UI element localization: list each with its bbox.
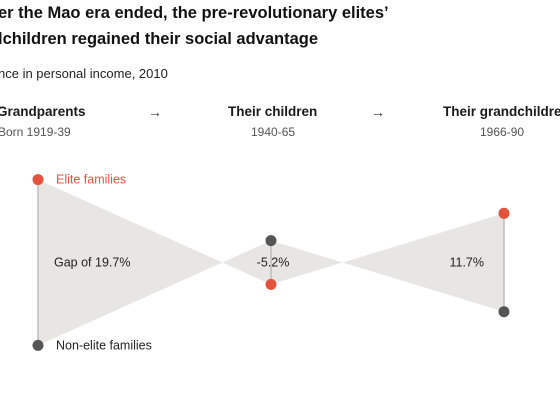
chart-title-line-1: er the Mao era ended, the pre-revolution… [0,4,389,22]
elite-dot-0 [32,174,44,186]
column-label-their-grandchildren: Their grandchildren [443,104,560,119]
column-sublabel-their-children: 1940-65 [251,125,296,139]
gap-label-1: -5.2% [257,256,290,270]
column-sublabel-grandparents: Born 1919-39 [0,125,71,139]
chart-subtitle: nce in personal income, 2010 [0,66,168,81]
column-label-grandparents: Grandparents [0,104,86,119]
column-label-their-children: Their children [228,104,318,119]
gap-band-1 [271,213,504,312]
non-elite-dot-2 [498,306,510,318]
non-elite-families-label: Non-elite families [56,338,152,352]
gap-band-0 [38,179,271,346]
gap-label-2: 11.7% [449,256,484,270]
non-elite-dot-0 [32,339,44,351]
arrow-right-icon: → [371,104,385,120]
chart-title-line-2: lchildren regained their social advantag… [0,30,319,48]
elite-dot-1 [265,278,277,290]
gap-label-0: Gap of 19.7% [54,256,130,270]
non-elite-dot-1 [265,235,277,247]
arrow-right-icon: → [148,104,162,120]
elite-families-label: Elite families [56,173,126,187]
elite-dot-2 [498,207,510,219]
column-sublabel-their-grandchildren: 1966-90 [480,125,525,139]
